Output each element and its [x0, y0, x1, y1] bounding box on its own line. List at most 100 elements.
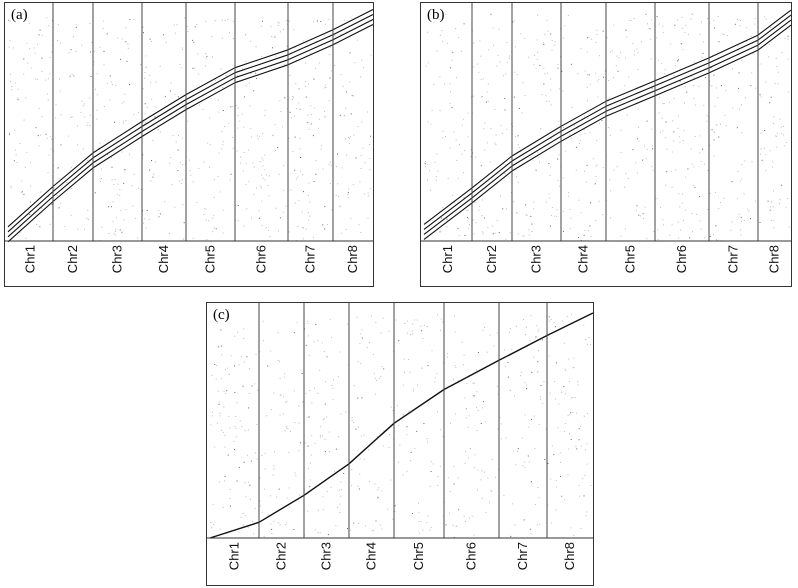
noise-point: [265, 415, 267, 417]
noise-point: [678, 237, 680, 239]
noise-point: [720, 123, 721, 125]
noise-point: [250, 498, 251, 500]
noise-point: [481, 497, 483, 499]
noise-point: [482, 78, 484, 80]
noise-point: [261, 455, 263, 456]
noise-point: [322, 419, 324, 421]
tick-label-chr8: Chr8: [767, 245, 782, 273]
noise-point: [449, 67, 451, 69]
noise-point: [129, 84, 131, 86]
noise-point: [644, 206, 646, 208]
noise-point: [452, 52, 454, 54]
noise-point: [606, 37, 608, 39]
noise-point: [570, 137, 572, 139]
noise-point: [768, 44, 770, 45]
noise-point: [99, 46, 101, 48]
noise-point: [731, 181, 733, 183]
noise-point: [73, 76, 75, 77]
noise-point: [750, 85, 752, 87]
noise-point: [412, 388, 414, 390]
noise-point: [35, 214, 37, 216]
noise-point: [149, 38, 151, 40]
noise-point: [763, 148, 765, 150]
noise-point: [446, 356, 448, 358]
noise-point: [736, 198, 738, 200]
alignment-track-chr1-copy1: [423, 187, 473, 225]
noise-point: [439, 35, 441, 36]
noise-point: [313, 341, 315, 343]
noise-point: [703, 163, 705, 165]
noise-point: [682, 49, 684, 51]
noise-point: [570, 412, 572, 414]
noise-point: [307, 121, 309, 123]
noise-point: [142, 122, 144, 123]
noise-point: [264, 452, 266, 454]
noise-point: [121, 102, 123, 104]
noise-point: [616, 55, 618, 57]
noise-point: [656, 37, 658, 39]
noise-point: [637, 108, 639, 110]
noise-point: [421, 367, 423, 369]
noise-point: [703, 41, 705, 43]
noise-point: [426, 438, 428, 439]
noise-point: [196, 202, 198, 203]
noise-point: [781, 52, 783, 54]
noise-point: [554, 381, 556, 382]
noise-point: [178, 135, 179, 136]
noise-point: [487, 83, 489, 85]
noise-point: [578, 143, 580, 144]
alignment-track-chr4-copy4: [560, 115, 607, 142]
noise-point: [499, 61, 501, 63]
noise-point: [563, 127, 564, 129]
noise-point: [217, 322, 219, 324]
noise-point: [530, 215, 532, 217]
noise-point: [270, 26, 272, 28]
noise-point: [237, 75, 238, 77]
noise-point: [684, 209, 686, 211]
noise-point: [209, 117, 211, 119]
noise-point: [380, 375, 382, 377]
noise-point: [783, 145, 785, 147]
noise-point: [582, 478, 584, 480]
noise-point: [206, 55, 208, 57]
noise-point: [390, 479, 392, 481]
noise-point: [481, 199, 483, 201]
noise-point: [587, 37, 589, 39]
noise-point: [557, 158, 559, 160]
noise-point: [224, 126, 226, 127]
noise-point: [592, 158, 594, 160]
noise-point: [369, 158, 371, 160]
alignment-track-chr5-copy4: [605, 95, 656, 117]
noise-point: [328, 54, 330, 56]
noise-point: [392, 518, 394, 520]
noise-point: [286, 400, 288, 402]
noise-point: [73, 74, 75, 76]
noise-point: [634, 50, 635, 52]
noise-point: [636, 205, 638, 207]
noise-point: [435, 175, 437, 177]
noise-point: [690, 148, 692, 150]
noise-point: [271, 36, 273, 38]
noise-point: [723, 197, 725, 199]
noise-point: [363, 67, 365, 69]
noise-point: [340, 481, 342, 483]
noise-point: [279, 414, 281, 416]
noise-point: [190, 174, 192, 176]
noise-point: [445, 13, 447, 15]
noise-point: [586, 511, 588, 513]
noise-point: [11, 86, 13, 87]
noise-point: [317, 392, 319, 394]
noise-point: [575, 445, 577, 447]
noise-point: [691, 212, 693, 214]
noise-point: [257, 135, 258, 137]
noise-point: [430, 189, 432, 191]
noise-point: [397, 461, 399, 463]
noise-point: [680, 229, 682, 231]
noise-point: [182, 106, 184, 108]
noise-point: [584, 230, 586, 231]
noise-point: [227, 18, 229, 20]
noise-point: [317, 339, 319, 341]
noise-point: [263, 535, 265, 537]
noise-point: [57, 167, 59, 169]
noise-point: [555, 486, 557, 488]
